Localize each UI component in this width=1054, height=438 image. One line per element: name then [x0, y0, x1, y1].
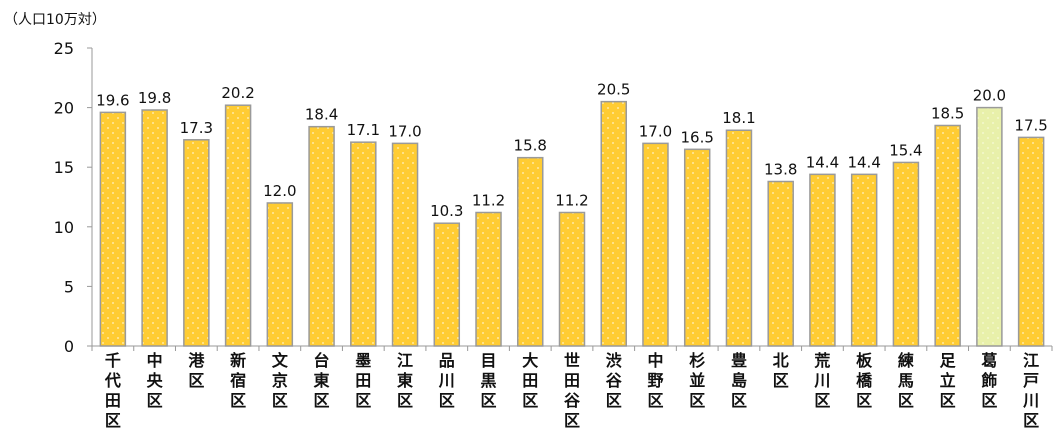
x-tick-label-19: 板橋区 — [856, 351, 873, 410]
x-tick-label-6: 台東区 — [314, 351, 330, 410]
x-tick-label-5: 文京区 — [272, 351, 289, 410]
x-tick-label-11: 大田区 — [522, 351, 538, 410]
bar-8 — [391, 142, 419, 347]
x-tick-label-7: 墨田区 — [355, 351, 371, 410]
bar-16 — [725, 129, 753, 347]
data-label-19: 14.4 — [847, 153, 880, 171]
x-tick-label-9: 品川区 — [438, 351, 455, 410]
bar-7 — [350, 141, 377, 347]
bar-15 — [683, 148, 711, 347]
data-label-6: 18.4 — [305, 106, 338, 124]
x-tick-label-2: 中央区 — [147, 351, 164, 410]
data-label-21: 18.5 — [931, 104, 964, 122]
bar-23 — [1017, 136, 1045, 347]
data-label-9: 10.3 — [430, 202, 463, 220]
bar-5 — [266, 202, 294, 347]
x-tick-label-14: 中野区 — [647, 351, 663, 410]
data-label-11: 15.8 — [514, 137, 547, 155]
bar-13 — [600, 100, 627, 347]
x-tick-label-21: 足立区 — [940, 351, 957, 410]
x-tick-label-16: 豊島区 — [731, 351, 747, 410]
x-tick-label-15: 杉並区 — [689, 351, 705, 410]
bar-4 — [224, 104, 252, 347]
data-label-2: 19.8 — [138, 89, 171, 107]
bars — [99, 100, 1045, 347]
y-tick-label: 25 — [54, 39, 74, 58]
y-tick-label: 5 — [64, 277, 74, 296]
bar-11 — [517, 156, 544, 347]
data-label-17: 13.8 — [764, 161, 797, 179]
x-tick-label-23: 江戸川区 — [1022, 351, 1039, 430]
bar-12 — [558, 211, 586, 347]
y-tick-label: 10 — [54, 218, 74, 237]
bar-10 — [475, 211, 502, 347]
data-label-12: 11.2 — [555, 191, 588, 209]
y-axis: 0 5 10 15 20 25 — [54, 39, 93, 356]
x-tick-label-18: 荒川区 — [813, 351, 830, 410]
x-tick-label-20: 練馬区 — [898, 351, 914, 410]
data-label-18: 14.4 — [806, 153, 839, 171]
data-label-1: 19.6 — [96, 91, 129, 109]
x-tick-label-8: 江東区 — [397, 351, 413, 410]
x-tick-label-3: 港区 — [188, 351, 205, 390]
x-tick-label-4: 新宿区 — [230, 351, 246, 410]
x-tick-label-10: 目黒区 — [481, 351, 497, 410]
data-label-14: 17.0 — [639, 122, 672, 140]
y-tick-label: 20 — [54, 99, 74, 118]
bar-1 — [99, 111, 127, 347]
data-label-22: 20.0 — [973, 87, 1006, 105]
bar-20 — [892, 161, 920, 347]
data-label-8: 17.0 — [388, 122, 421, 140]
data-label-13: 20.5 — [597, 81, 630, 99]
data-label-7: 17.1 — [347, 121, 380, 139]
data-label-3: 17.3 — [180, 119, 213, 137]
bar-21 — [934, 124, 961, 347]
data-label-15: 16.5 — [681, 128, 714, 146]
y-tick-label: 0 — [64, 337, 74, 356]
data-label-16: 18.1 — [722, 109, 755, 127]
bar-14 — [642, 142, 669, 347]
data-label-20: 15.4 — [889, 141, 922, 159]
data-label-4: 20.2 — [221, 84, 254, 102]
bar-3 — [183, 139, 210, 347]
bar-2 — [141, 109, 168, 347]
bar-9 — [433, 222, 461, 347]
bar-17 — [767, 180, 794, 347]
x-tick-label-12: 世田谷区 — [564, 351, 581, 430]
bar-22 — [976, 106, 1003, 347]
bar-6 — [308, 125, 335, 347]
data-label-23: 17.5 — [1014, 116, 1047, 134]
x-tick-label-13: 渋谷区 — [606, 351, 623, 410]
x-axis: 千代田区 中央区 港区 新宿区 文京区 台東区 墨田区 江東区 品川区 目黒区 大田区 世田谷区 渋谷区… — [91, 345, 1053, 430]
data-label-10: 11.2 — [472, 191, 505, 209]
data-label-5: 12.0 — [263, 182, 296, 200]
y-tick-label: 15 — [54, 158, 74, 177]
x-tick-label-17: 北区 — [773, 351, 789, 390]
x-tick-label-1: 千代田区 — [104, 351, 121, 430]
y-unit-label: （人口10万対） — [4, 12, 106, 28]
x-tick-label-22: 葛飾区 — [981, 351, 997, 410]
value-labels: 19.6 19.8 17.3 20.2 12.0 18.4 17.1 17.0 10.3 11.2… — [96, 81, 1048, 221]
bar-18 — [809, 173, 836, 347]
bar-19 — [850, 173, 878, 347]
